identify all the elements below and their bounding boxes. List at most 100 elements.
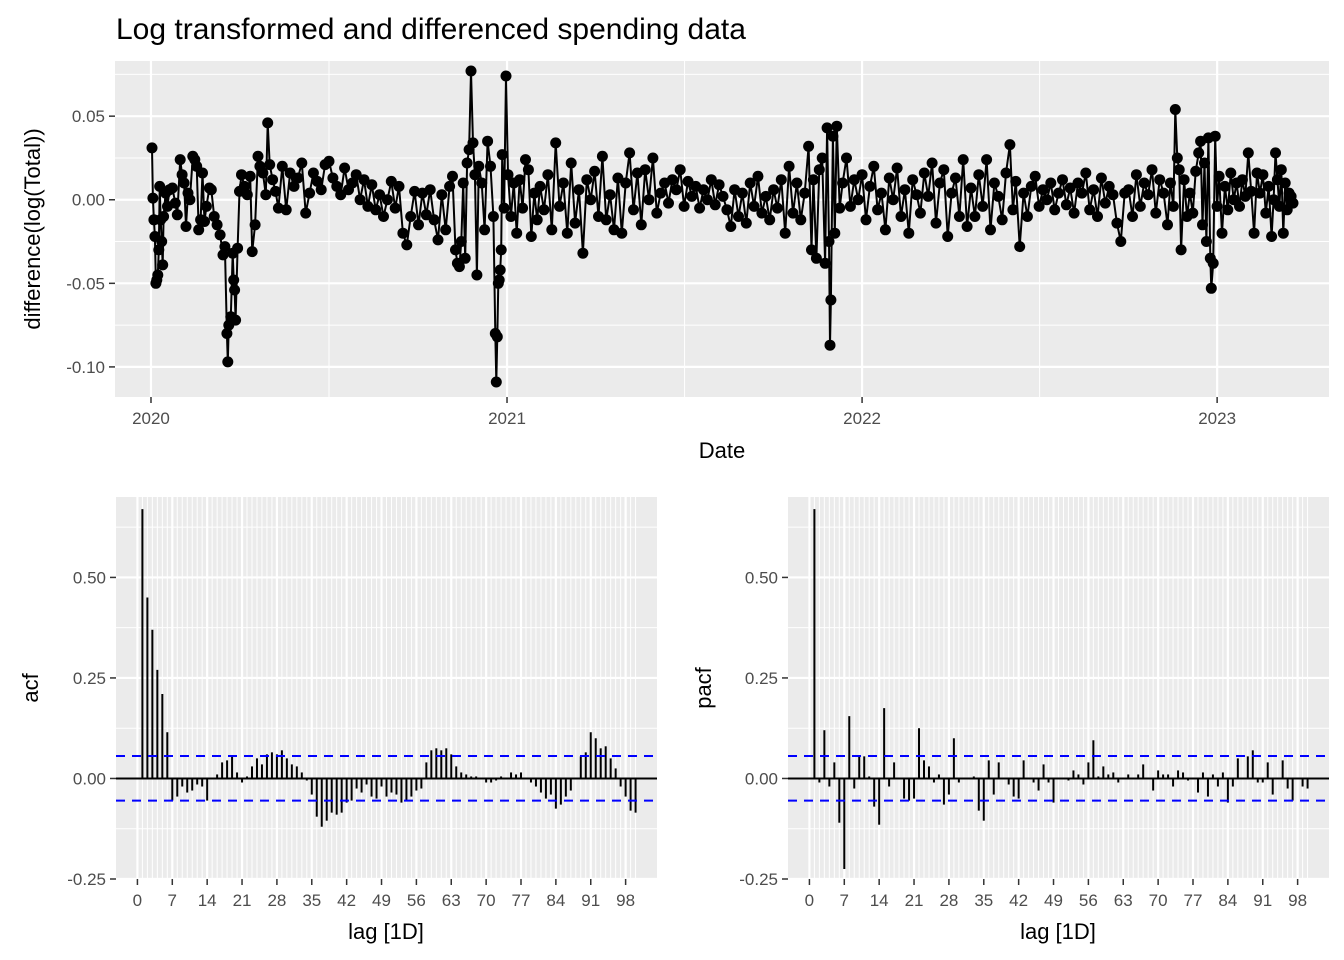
timeseries-data-point — [453, 261, 465, 273]
timeseries-data-point — [270, 185, 281, 197]
pacf-y-axis-title: pacf — [691, 666, 716, 708]
timeseries-data-point — [1033, 200, 1045, 212]
timeseries-data-point — [829, 227, 841, 239]
timeseries-data-point — [374, 189, 386, 201]
timeseries-data-point — [146, 142, 158, 154]
timeseries-data-point — [965, 182, 977, 194]
timeseries-data-point — [1266, 231, 1278, 242]
acf-x-tick-label: 42 — [337, 891, 356, 910]
timeseries-data-point — [1209, 130, 1221, 142]
timeseries-data-point — [1200, 236, 1212, 247]
timeseries-data-point — [872, 204, 884, 216]
timeseries-data-point — [1004, 139, 1016, 151]
timeseries-data-point — [467, 137, 479, 149]
timeseries-data-point — [1084, 204, 1096, 216]
timeseries-data-point — [992, 190, 1004, 202]
timeseries-data-point — [366, 179, 378, 191]
timeseries-data-point — [600, 214, 612, 226]
timeseries-data-point — [787, 207, 799, 219]
timeseries-data-point — [208, 211, 220, 222]
timeseries-data-point — [823, 236, 835, 247]
pacf-x-tick-label: 21 — [905, 891, 924, 910]
pacf-x-tick-label: 77 — [1184, 891, 1203, 910]
timeseries-data-point — [1057, 174, 1068, 186]
timeseries-title: Log transformed and differenced spending… — [116, 13, 746, 46]
timeseries-x-tick-label: 2020 — [132, 409, 170, 428]
timeseries-data-point — [432, 234, 444, 246]
timeseries-data-point — [969, 211, 981, 222]
timeseries-data-point — [810, 252, 822, 264]
timeseries-data-point — [534, 180, 546, 192]
timeseries-data-point — [985, 224, 996, 236]
timeseries-data-point — [457, 177, 469, 189]
timeseries-data-point — [1162, 219, 1173, 231]
timeseries-data-point — [288, 180, 300, 192]
timeseries-data-point — [1134, 200, 1146, 212]
timeseries-data-point — [1068, 207, 1080, 219]
timeseries-data-point — [171, 209, 183, 221]
timeseries-data-point — [950, 172, 961, 184]
timeseries-data-point — [895, 211, 907, 222]
timeseries-data-point — [1248, 227, 1260, 239]
timeseries-data-point — [946, 187, 958, 199]
timeseries-data-point — [907, 174, 919, 186]
timeseries-data-point — [806, 244, 817, 256]
timeseries-data-point — [725, 221, 737, 232]
timeseries-data-point — [401, 239, 413, 251]
pacf-bars — [788, 509, 1329, 869]
acf-panel: 0.50 0.25 0.00 -0.25 0 7 14 21 28 35 42 49 56 63 70 77… — [18, 497, 657, 944]
acf-y-tick-label: -0.25 — [67, 870, 106, 889]
timeseries-data-point — [764, 214, 776, 226]
timeseries-data-point — [938, 164, 950, 176]
timeseries-data-point — [1193, 147, 1205, 159]
timeseries-data-point — [1107, 189, 1119, 201]
pacf-x-tick-label: 42 — [1009, 891, 1028, 910]
timeseries-data-point — [1037, 184, 1049, 196]
timeseries-data-point — [624, 147, 636, 159]
timeseries-data-point — [647, 152, 659, 164]
pacf-minor-gridlines — [788, 497, 1329, 879]
timeseries-data-point — [942, 231, 954, 242]
timeseries-data-point — [500, 70, 512, 82]
acf-x-tick-label: 63 — [442, 891, 461, 910]
timeseries-points — [146, 65, 1299, 388]
timeseries-data-point — [977, 200, 989, 212]
timeseries-data-point — [424, 184, 436, 196]
timeseries-data-point — [517, 202, 529, 214]
timeseries-data-point — [307, 167, 319, 179]
timeseries-data-point — [1142, 189, 1154, 201]
acf-x-tick-label: 14 — [198, 891, 217, 910]
timeseries-data-point — [1088, 184, 1100, 196]
timeseries-data-point — [807, 174, 819, 186]
acf-y-tick-label: 0.25 — [73, 669, 106, 688]
timeseries-data-point — [694, 202, 706, 214]
timeseries-data-point — [505, 211, 517, 222]
timeseries-data-point — [678, 200, 690, 212]
timeseries-data-point — [585, 194, 597, 206]
timeseries-data-point — [550, 137, 562, 149]
acf-y-tick-label: 0.50 — [73, 568, 106, 587]
timeseries-data-point — [346, 177, 358, 189]
timeseries-data-point — [292, 172, 304, 184]
timeseries-data-point — [335, 189, 347, 201]
timeseries-data-point — [1018, 187, 1030, 199]
timeseries-data-point — [327, 172, 339, 184]
timeseries-data-point — [577, 247, 589, 259]
pacf-x-tick-label: 63 — [1114, 891, 1133, 910]
acf-x-tick-label: 28 — [267, 891, 286, 910]
timeseries-data-point — [389, 202, 401, 214]
timeseries-data-point — [525, 231, 537, 242]
timeseries-data-point — [487, 211, 499, 222]
timeseries-data-point — [257, 167, 269, 179]
timeseries-data-point — [783, 160, 795, 172]
timeseries-data-point — [744, 177, 756, 189]
timeseries-data-point — [860, 214, 872, 226]
timeseries-data-point — [502, 169, 514, 181]
timeseries-x-axis: 2020 2021 2022 2023 — [132, 397, 1236, 428]
pacf-y-tick-label: 0.00 — [745, 769, 778, 788]
timeseries-data-point — [565, 157, 577, 169]
acf-y-axis: 0.50 0.25 0.00 -0.25 — [67, 568, 116, 889]
acf-x-tick-label: 35 — [302, 891, 321, 910]
pacf-x-axis: 0 7 14 21 28 35 42 49 56 63 70 77 84 91 98 — [805, 879, 1307, 910]
acf-x-tick-label: 91 — [581, 891, 600, 910]
